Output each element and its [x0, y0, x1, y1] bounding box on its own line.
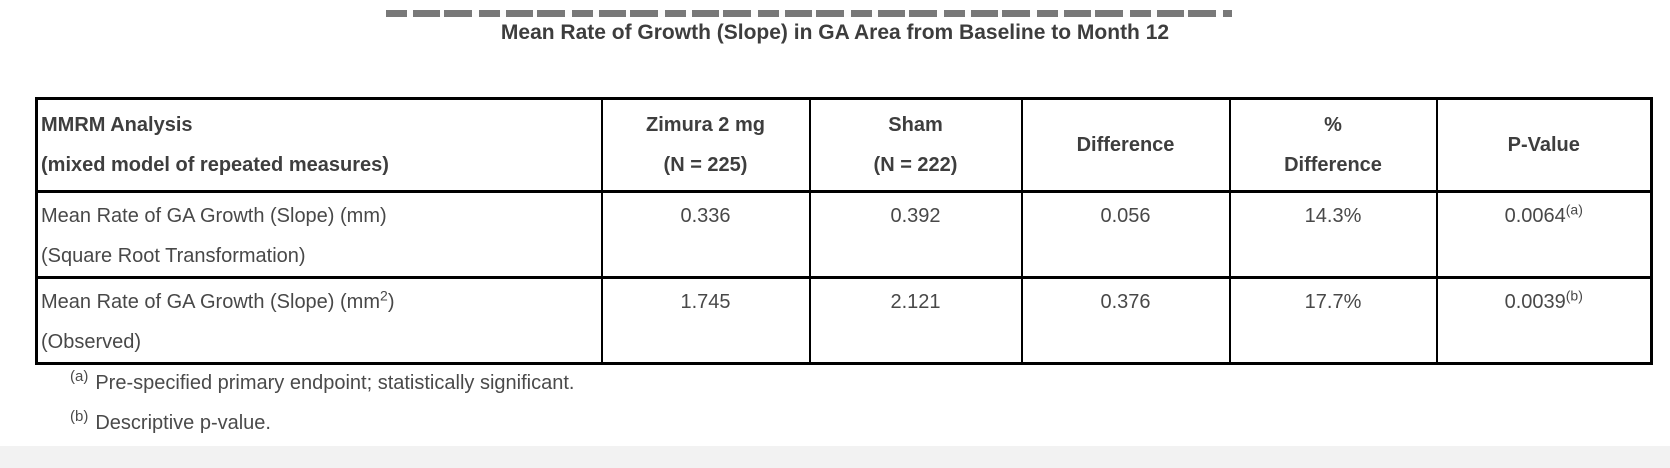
- footnotes: (a) Pre-specified primary endpoint; stati…: [70, 363, 574, 443]
- row2-p-value-cell: 0.0039(b): [1435, 276, 1653, 365]
- row2-label-cell: Mean Rate of GA Growth (Slope) (mm2) (Ob…: [35, 276, 603, 365]
- footnote-b: (b) Descriptive p-value.: [70, 403, 574, 443]
- row2-zimura-value: 1.745: [600, 276, 811, 365]
- page-bottom-edge: [0, 446, 1670, 468]
- row1-pct-difference-value: 14.3%: [1228, 190, 1438, 279]
- footnote-b-marker: (b): [70, 408, 89, 426]
- header-cell-p-value: P-Value: [1435, 97, 1653, 193]
- header-cell-pct-difference: % Difference: [1228, 97, 1438, 193]
- row1-label-line2: (Square Root Transformation): [41, 245, 306, 267]
- page-title: Mean Rate of Growth (Slope) in GA Area f…: [500, 21, 1170, 44]
- results-table: MMRM Analysis (mixed model of repeated m…: [35, 97, 1653, 365]
- header-sham-line1: Sham: [888, 114, 943, 136]
- row2-pct-difference-value: 17.7%: [1228, 276, 1438, 365]
- row2-p-value-footnote-marker: (b): [1565, 287, 1583, 304]
- row2-sham-value: 2.121: [808, 276, 1023, 365]
- row2-label-line1-pre: Mean Rate of GA Growth (Slope) (mm: [41, 291, 381, 313]
- header-cell-sham: Sham (N = 222): [808, 97, 1023, 193]
- header-cell-difference: Difference: [1020, 97, 1231, 193]
- header-zimura-line1: Zimura 2 mg: [646, 114, 765, 136]
- row1-label-cell: Mean Rate of GA Growth (Slope) (mm) (Squ…: [35, 190, 603, 279]
- header-row: MMRM Analysis (mixed model of repeated m…: [35, 97, 1653, 193]
- header-zimura-line2: (N = 225): [663, 154, 748, 176]
- footnote-b-text: Descriptive p-value.: [95, 412, 271, 434]
- table-row-observed: Mean Rate of GA Growth (Slope) (mm2) (Ob…: [35, 276, 1653, 365]
- table-row-sqrt: Mean Rate of GA Growth (Slope) (mm) (Squ…: [35, 190, 1653, 279]
- header-sham-line2: (N = 222): [873, 154, 958, 176]
- row2-label-line2: (Observed): [41, 331, 142, 353]
- row2-label-superscript: 2: [380, 287, 388, 304]
- cropped-text-artifact: [386, 10, 1232, 17]
- header-pct-line1: %: [1324, 114, 1342, 136]
- row1-p-value-footnote-marker: (a): [1565, 201, 1583, 218]
- header-cell-zimura: Zimura 2 mg (N = 225): [600, 97, 811, 193]
- row1-label-line1: Mean Rate of GA Growth (Slope) (mm): [41, 205, 387, 227]
- row1-sham-value: 0.392: [808, 190, 1023, 279]
- header-pct-line2: Difference: [1284, 154, 1382, 176]
- row2-difference-value: 0.376: [1020, 276, 1231, 365]
- footnote-a: (a) Pre-specified primary endpoint; stati…: [70, 363, 574, 403]
- row1-p-value-cell: 0.0064(a): [1435, 190, 1653, 279]
- row1-p-value: 0.0064: [1504, 205, 1566, 227]
- header-cell-analysis: MMRM Analysis (mixed model of repeated m…: [35, 97, 603, 193]
- row2-label-line1: Mean Rate of GA Growth (Slope) (mm2): [41, 282, 601, 322]
- header-analysis-line2: (mixed model of repeated measures): [41, 154, 389, 176]
- row1-difference-value: 0.056: [1020, 190, 1231, 279]
- row1-zimura-value: 0.336: [600, 190, 811, 279]
- row2-label-line1-post: ): [387, 291, 395, 313]
- header-analysis-line1: MMRM Analysis: [41, 114, 193, 136]
- row2-p-value: 0.0039: [1504, 291, 1566, 313]
- footnote-a-marker: (a): [70, 368, 89, 386]
- footnote-a-text: Pre-specified primary endpoint; statisti…: [95, 372, 575, 394]
